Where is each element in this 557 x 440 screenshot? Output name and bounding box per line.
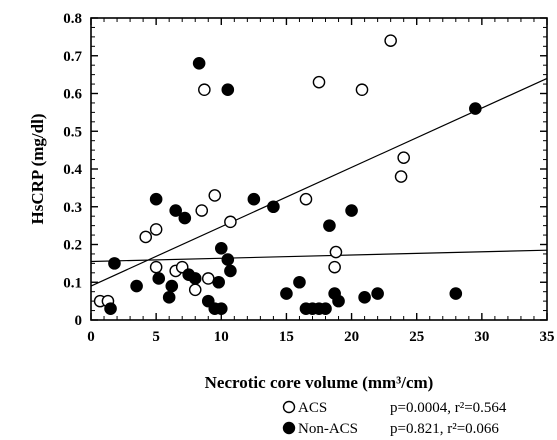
acs-data-point <box>188 283 202 297</box>
acs-data-point <box>299 192 313 206</box>
non-acs-data-point <box>224 264 237 278</box>
data-points <box>93 34 482 315</box>
y-tick-label: 0.6 <box>63 87 82 103</box>
y-tick-label: 0.4 <box>63 162 82 178</box>
legend-acs-stats: p=0.0004, r²=0.564 <box>390 400 507 416</box>
non-acs-data-point <box>449 287 463 300</box>
non-acs-data-point <box>267 200 280 214</box>
x-tick-label: 10 <box>214 329 229 345</box>
legend-nonacs-label: Non-ACS <box>298 421 358 437</box>
acs-data-point <box>329 245 343 259</box>
non-acs-data-point <box>152 272 166 285</box>
acs-data-point <box>224 215 237 229</box>
x-tick-label: 35 <box>540 329 555 345</box>
acs-data-point <box>312 75 326 89</box>
non-acs-data-point <box>221 83 235 97</box>
acs-data-point <box>139 230 153 244</box>
y-tick-label: 0.2 <box>63 238 82 254</box>
non-acs-data-point <box>214 241 228 255</box>
legend: ACS p=0.0004, r²=0.564 Non-ACS p=0.821, … <box>282 400 507 437</box>
acs-data-point <box>208 189 222 202</box>
non-acs-data-point <box>323 219 336 232</box>
legend-nonacs-marker <box>282 421 296 435</box>
non-acs-data-point <box>108 257 121 270</box>
non-acs-data-point <box>293 275 306 289</box>
y-tick-label: 0.3 <box>63 200 82 216</box>
x-tick-label: 0 <box>87 329 95 345</box>
legend-acs-label: ACS <box>298 400 327 416</box>
non-acs-data-point <box>188 272 202 285</box>
non-acs-data-point <box>371 287 384 300</box>
non-acs-data-point <box>358 291 371 304</box>
y-tick-label: 0.5 <box>63 124 82 140</box>
acs-data-point <box>195 204 209 217</box>
acs-data-point <box>394 170 408 183</box>
non-acs-data-point <box>192 57 206 70</box>
y-tick-label: 0.7 <box>63 49 82 65</box>
x-tick-label: 15 <box>279 329 294 345</box>
acs-data-point <box>149 260 163 274</box>
x-tick-label: 30 <box>474 329 489 345</box>
acs-data-point <box>328 260 341 274</box>
axis-ticks: 0 5 10 15 20 25 30 35 0 0.1 0.2 0.3 0.4 0.5 0.6 0.7 0.8 <box>63 11 554 345</box>
non-acs-data-point <box>162 291 176 304</box>
non-acs-data-point <box>469 102 482 115</box>
acs-data-point <box>198 83 211 97</box>
non-acs-data-point <box>247 192 261 206</box>
legend-nonacs-stats: p=0.821, r²=0.066 <box>390 421 499 437</box>
x-tick-label: 5 <box>152 329 160 345</box>
y-tick-label: 0.8 <box>63 11 82 27</box>
x-axis-title: Necrotic core volume (mm³/cm) <box>205 373 434 392</box>
x-tick-label: 20 <box>344 329 359 345</box>
non-acs-data-point <box>345 204 358 217</box>
non-acs-data-point <box>104 302 117 315</box>
non-acs-data-point <box>212 275 225 289</box>
y-tick-label: 0 <box>75 313 83 329</box>
y-tick-label: 0.1 <box>63 275 82 291</box>
acs-data-point <box>201 272 215 285</box>
acs-data-point <box>384 34 397 47</box>
non-acs-data-point <box>178 211 192 225</box>
acs-data-point <box>397 151 410 164</box>
legend-acs-marker <box>282 400 296 414</box>
acs-data-point <box>149 223 163 236</box>
non-acs-regression-line <box>90 249 548 263</box>
y-axis-title: HsCRP (mg/dl) <box>28 114 47 225</box>
non-acs-data-point <box>214 302 228 315</box>
non-acs-data-point <box>165 279 179 293</box>
non-acs-data-point <box>280 287 293 300</box>
non-acs-data-point <box>130 279 143 293</box>
x-tick-label: 25 <box>409 329 424 345</box>
non-acs-data-point <box>319 302 332 315</box>
non-acs-data-point <box>332 294 345 308</box>
non-acs-data-point <box>149 192 163 206</box>
acs-data-point <box>355 83 369 97</box>
non-acs-data-point <box>169 204 182 217</box>
non-acs-data-point <box>221 253 235 266</box>
